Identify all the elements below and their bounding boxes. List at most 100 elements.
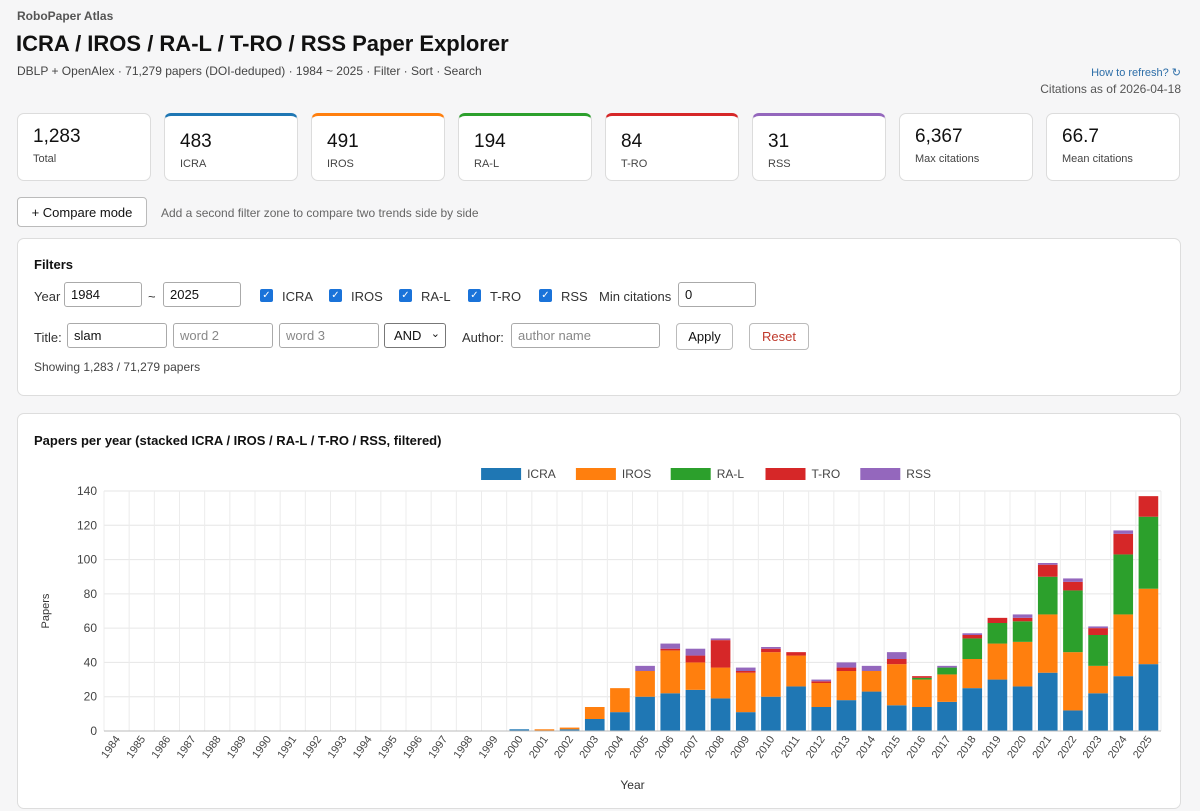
y-tick-label: 120 [77, 518, 97, 532]
page-subtitle: DBLP + OpenAlex · 71,279 papers (DOI-ded… [17, 64, 482, 78]
refresh-help-link[interactable]: How to refresh? ↻ [1091, 67, 1181, 79]
bar-segment-rss-2018 [962, 633, 983, 635]
checkbox-iros[interactable]: ✓ [329, 289, 342, 302]
bar-segment-iros-2024 [1113, 614, 1134, 677]
year-from-input[interactable] [64, 282, 142, 307]
bar-segment-iros-2015 [886, 664, 907, 706]
x-tick-label: 1986 [150, 734, 174, 761]
logic-select-value: AND [394, 328, 422, 343]
y-tick-label: 60 [84, 621, 98, 635]
bar-segment-icra-2000 [509, 729, 530, 731]
checkbox-rss-label: RSS [561, 289, 588, 304]
bar-segment-iros-2003 [584, 707, 605, 719]
stat-card-max-citations: 6,367 Max citations [899, 113, 1033, 181]
x-tick-label: 2021 [1030, 734, 1054, 761]
bar-segment-icra-2010 [761, 696, 781, 731]
x-tick-label: 2020 [1005, 734, 1029, 761]
bar-segment-icra-2009 [735, 712, 756, 731]
bar-segment-icra-2020 [1012, 686, 1033, 731]
x-tick-label: 1994 [351, 734, 375, 761]
author-input[interactable] [511, 323, 660, 348]
app-name: RoboPaper Atlas [17, 9, 114, 23]
bar-segment-icra-2011 [786, 686, 806, 731]
stat-card-iros: 491 IROS [311, 113, 445, 181]
title-word3-input[interactable] [279, 323, 379, 348]
stat-label: RA-L [474, 158, 500, 170]
bar-segment-tro-2020 [1012, 617, 1033, 622]
stat-card-total: 1,283 Total [17, 113, 151, 181]
reset-button[interactable]: Reset [749, 323, 809, 350]
stat-value: 31 [768, 131, 790, 152]
x-tick-label: 2000 [502, 734, 526, 761]
bar-segment-icra-2024 [1113, 676, 1134, 731]
bar-segment-iros-2004 [610, 688, 630, 713]
bar-segment-tro-2015 [886, 659, 907, 665]
y-tick-label: 140 [77, 484, 97, 498]
x-tick-label: 1989 [225, 734, 249, 761]
x-tick-label: 1992 [301, 734, 325, 761]
bar-segment-icra-2025 [1138, 664, 1159, 731]
stat-card-tro: 84 T-RO [605, 113, 739, 181]
compare-hint: Add a second filter zone to compare two … [161, 206, 479, 220]
bar-segment-tro-2024 [1113, 533, 1134, 555]
checkbox-tro[interactable]: ✓ [468, 289, 481, 302]
bar-segment-icra-2005 [635, 696, 655, 731]
stat-value: 1,283 [33, 126, 81, 147]
x-tick-label: 1985 [124, 734, 148, 761]
x-tick-label: 2022 [1056, 734, 1080, 761]
title-word2-input[interactable] [173, 323, 273, 348]
citations-date: Citations as of 2026-04-18 [1040, 82, 1181, 96]
bar-segment-tro-2006 [660, 648, 681, 651]
chevron-down-icon: ⌄ [430, 328, 440, 340]
y-tick-label: 0 [90, 724, 97, 738]
bar-segment-tro-2022 [1063, 581, 1083, 591]
bar-segment-icra-2007 [685, 689, 706, 731]
x-tick-label: 2023 [1081, 734, 1105, 761]
bar-segment-iros-2025 [1138, 588, 1159, 665]
year-to-input[interactable] [163, 282, 241, 307]
bar-segment-rss-2008 [710, 638, 731, 641]
bar-segment-tro-2010 [761, 648, 781, 653]
bar-segment-ral-2017 [937, 667, 957, 675]
bar-segment-iros-2020 [1012, 641, 1033, 687]
bar-segment-tro-2009 [735, 671, 756, 673]
x-tick-label: 1995 [376, 734, 400, 761]
bar-segment-rss-2015 [886, 652, 907, 659]
min-citations-input[interactable] [678, 282, 756, 307]
stats-row: 1,283 Total 483 ICRA 491 IROS 194 RA-L 8… [17, 113, 1181, 181]
compare-mode-button[interactable]: + Compare mode [17, 197, 147, 227]
checkbox-rss[interactable]: ✓ [539, 289, 552, 302]
checkbox-icra[interactable]: ✓ [260, 289, 273, 302]
bar-segment-tro-2013 [836, 667, 857, 671]
bar-segment-rss-2009 [735, 667, 756, 671]
x-tick-label: 2004 [603, 734, 627, 761]
x-tick-label: 1984 [99, 734, 123, 761]
stat-label: T-RO [621, 158, 648, 170]
title-word1-input[interactable] [67, 323, 167, 348]
apply-button[interactable]: Apply [676, 323, 733, 350]
x-tick-label: 2015 [879, 734, 903, 761]
bar-segment-iros-2006 [660, 650, 681, 694]
bar-segment-rss-2022 [1063, 578, 1083, 582]
checkbox-ral[interactable]: ✓ [399, 289, 412, 302]
bar-segment-icra-2018 [962, 688, 983, 731]
legend-label: RSS [906, 467, 931, 481]
stat-card-ral: 194 RA-L [458, 113, 592, 181]
bar-segment-icra-2008 [710, 698, 731, 731]
bar-segment-iros-2010 [761, 652, 781, 697]
bar-segment-ral-2021 [1037, 576, 1058, 615]
logic-select[interactable]: AND ⌄ [384, 323, 446, 348]
stat-value: 483 [180, 131, 212, 152]
showing-count: Showing 1,283 / 71,279 papers [34, 360, 201, 374]
bar-segment-iros-2001 [534, 729, 555, 731]
bar-segment-tro-2011 [786, 652, 806, 656]
x-tick-label: 2009 [728, 734, 752, 761]
bar-segment-ral-2025 [1138, 516, 1159, 589]
x-tick-label: 2001 [527, 734, 551, 761]
stat-card-mean-citations: 66.7 Mean citations [1046, 113, 1180, 181]
x-tick-label: 2016 [905, 734, 929, 761]
legend-label: T-RO [812, 467, 841, 481]
bar-segment-icra-2006 [660, 693, 681, 731]
year-label: Year [34, 289, 61, 304]
